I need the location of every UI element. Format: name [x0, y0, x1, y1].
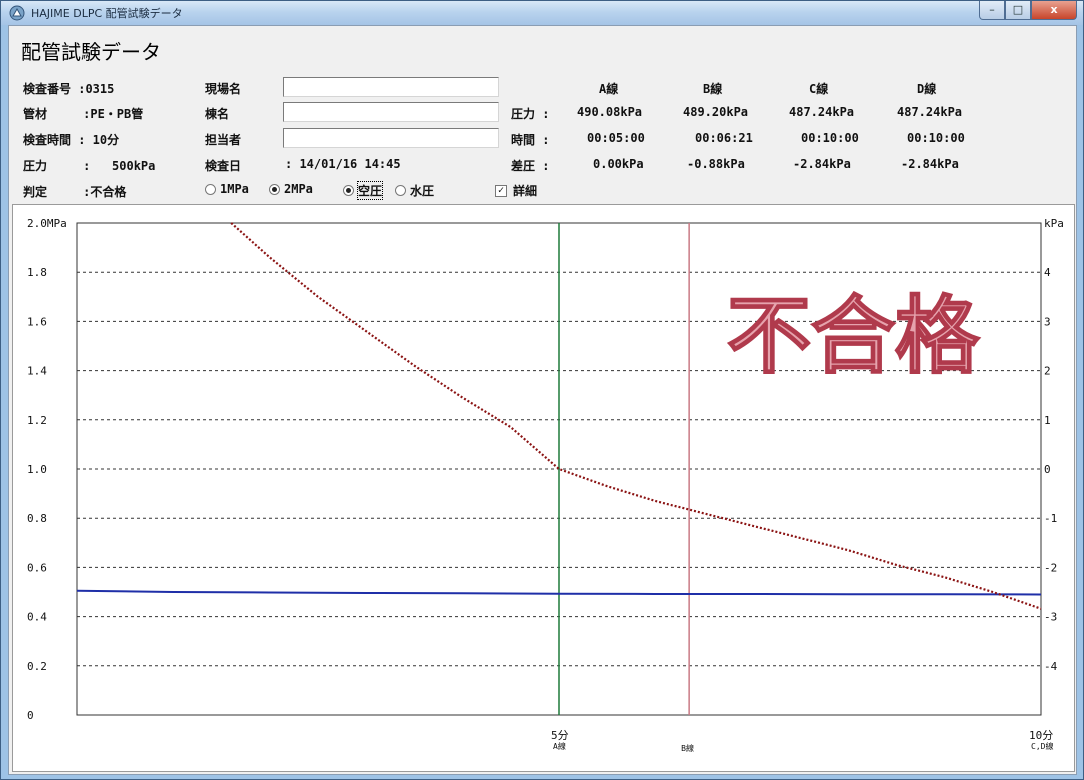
left-axis-tick-label: 1.0 [27, 463, 47, 476]
right-axis-tick-label: 4 [1044, 266, 1051, 279]
pressure-b: 489.20kPa [683, 105, 749, 119]
pipe-material: 管材 :PE・PB管 [23, 107, 144, 121]
building-label: 棟名 [205, 107, 230, 121]
diff-d: -2.84kPa [901, 157, 959, 171]
site-label: 現場名 [205, 82, 242, 96]
left-axis-tick-label: 1.2 [27, 414, 47, 427]
x-axis-sub-label: A線 [553, 741, 566, 751]
app-icon [9, 5, 25, 21]
fail-stamp: 不合格 [727, 287, 980, 385]
x-axis-sub-label: C,D線 [1031, 741, 1053, 751]
left-axis-tick-label: 0.2 [27, 660, 47, 673]
water-pressure-radio[interactable]: 水圧 [395, 182, 434, 199]
left-axis-tick-label: 1.8 [27, 266, 47, 279]
left-axis-tick-label: 1.4 [27, 365, 47, 378]
page-title: 配管試験データ [21, 40, 161, 64]
left-axis-tick-label: 0.4 [27, 611, 47, 624]
row-pressure-label: 圧力 : [511, 107, 550, 121]
x-axis-tick-label: 5分 [551, 729, 569, 742]
left-axis-tick-label: 0.8 [27, 512, 47, 525]
diff-a: 0.00kPa [593, 157, 644, 171]
maximize-button[interactable]: □ [1005, 1, 1031, 20]
site-input[interactable] [283, 77, 499, 97]
right-axis-tick-label: kPa [1044, 217, 1064, 230]
range-1mpa-radio[interactable]: 1MPa [205, 182, 249, 196]
right-axis-tick-label: 0 [1044, 463, 1051, 476]
header-b-line: B線 [703, 82, 723, 96]
right-axis-tick-label: -4 [1044, 660, 1058, 673]
marker-b-label: B線 [681, 743, 694, 753]
detail-checkbox[interactable]: ✓ 詳細 [495, 182, 537, 199]
row-time-label: 時間 : [511, 133, 550, 147]
radio-indicator [205, 183, 216, 195]
checkbox-check-icon: ✓ [495, 184, 507, 197]
date-value: : 14/01/16 14:45 [285, 157, 401, 171]
inspection-no: 検査番号 :0315 [23, 82, 115, 96]
time-d: 00:10:00 [907, 131, 965, 145]
left-axis-tick-label: 1.6 [27, 315, 47, 328]
test-pressure: 圧力 : 500kPa [23, 159, 156, 173]
left-axis-tick-label: 0.6 [27, 561, 47, 574]
person-input[interactable] [283, 128, 499, 148]
window-title: HAJIME DLPC 配管試験データ [31, 7, 183, 20]
x-axis-tick-label: 10分 [1029, 729, 1053, 742]
close-button[interactable]: x [1031, 1, 1077, 20]
time-c: 00:10:00 [801, 131, 859, 145]
right-axis-tick-label: -3 [1044, 611, 1057, 624]
diff-c: -2.84kPa [793, 157, 851, 171]
time-b: 00:06:21 [695, 131, 753, 145]
air-pressure-radio[interactable]: 空圧 [343, 181, 384, 200]
diff-pressure-series-line [230, 222, 1042, 610]
range-2mpa-radio[interactable]: 2MPa [269, 182, 313, 196]
left-axis-tick-label: 0 [27, 709, 34, 722]
right-axis-tick-label: -1 [1044, 512, 1057, 525]
right-axis-tick-label: 1 [1044, 414, 1051, 427]
pressure-a: 490.08kPa [577, 105, 643, 119]
pressure-chart: 2.0MPa 1.8 1.6 1.4 1.2 1.0 0.8 0.6 0.4 0.2 0 kPa 4 3 2… [27, 217, 1064, 753]
header-c-line: C線 [809, 82, 829, 96]
minimize-button[interactable]: – [979, 1, 1005, 20]
time-a: 00:05:00 [587, 131, 645, 145]
radio-indicator-selected [343, 185, 354, 196]
right-axis-tick-label: -2 [1044, 561, 1057, 574]
building-input[interactable] [283, 102, 499, 122]
pressure-c: 487.24kPa [789, 105, 855, 119]
right-axis-tick-label: 3 [1044, 315, 1051, 328]
header-a-line: A線 [599, 82, 619, 96]
inspection-time: 検査時間 : 10分 [23, 133, 120, 147]
chart-panel: 2.0MPa 1.8 1.6 1.4 1.2 1.0 0.8 0.6 0.4 0.2 0 kPa 4 3 2… [12, 204, 1075, 772]
date-label: 検査日 [205, 159, 242, 173]
header-d-line: D線 [917, 82, 937, 96]
pressure-d: 487.24kPa [897, 105, 963, 119]
person-label: 担当者 [205, 133, 242, 147]
diff-b: -0.88kPa [687, 157, 745, 171]
client-area: 配管試験データ 検査番号 :0315 管材 :PE・PB管 検査時間 : 10分… [8, 25, 1077, 775]
radio-indicator [395, 185, 406, 196]
judgement: 判定 :不合格 [23, 185, 127, 199]
row-diff-label: 差圧 : [511, 159, 550, 173]
left-axis-tick-label: 2.0MPa [27, 217, 67, 230]
title-bar[interactable]: HAJIME DLPC 配管試験データ – □ x [1, 1, 1083, 25]
pressure-series-line [76, 589, 1042, 596]
right-axis-tick-label: 2 [1044, 365, 1051, 378]
radio-indicator-selected [269, 183, 280, 195]
